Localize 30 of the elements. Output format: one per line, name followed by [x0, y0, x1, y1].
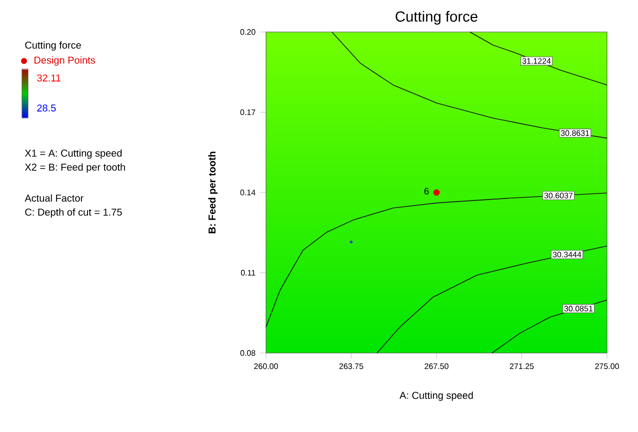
series-label: 30.8631 — [560, 130, 590, 136]
series-label: 30.6037 — [544, 192, 573, 198]
series-label: 30.3444 — [552, 252, 582, 258]
text: C: Depth of cut = 1.75 — [25, 208, 122, 218]
legend-label: Design Points — [34, 56, 96, 66]
y-tick-label: 0.08 — [240, 350, 256, 356]
x-tick-label: 260.00 — [254, 363, 278, 370]
legend-title: Cutting force — [25, 41, 81, 51]
y-tick-label: 0.14 — [240, 190, 256, 196]
text: 28.5 — [37, 104, 56, 112]
y-axis-title: B: Feed per tooth — [208, 152, 218, 234]
line-series — [376, 246, 608, 354]
x-tick-label: 271.25 — [510, 363, 534, 370]
text: X1 = A: Cutting speed — [24, 149, 122, 159]
chart-title: Cutting force — [396, 10, 478, 25]
x-tick-label: 263.75 — [339, 363, 364, 370]
line-series — [266, 192, 608, 328]
text: Actual Factor — [24, 194, 84, 202]
series-label: 30.0851 — [564, 306, 593, 312]
y-tick-label: 0.20 — [240, 29, 256, 35]
text: X2 = B: Feed per tooth — [24, 163, 125, 173]
line-series — [332, 32, 608, 139]
annotation: 6 — [424, 188, 429, 194]
x-tick-label: 267.50 — [424, 363, 448, 370]
x-axis-title: A: Cutting speed — [400, 392, 473, 401]
x-tick-label: 275.00 — [595, 363, 619, 370]
y-tick-label: 0.17 — [240, 109, 256, 116]
series-label: 31.1224 — [522, 58, 551, 64]
y-tick-label: 0.11 — [240, 270, 256, 276]
text: 32.11 — [37, 74, 61, 82]
